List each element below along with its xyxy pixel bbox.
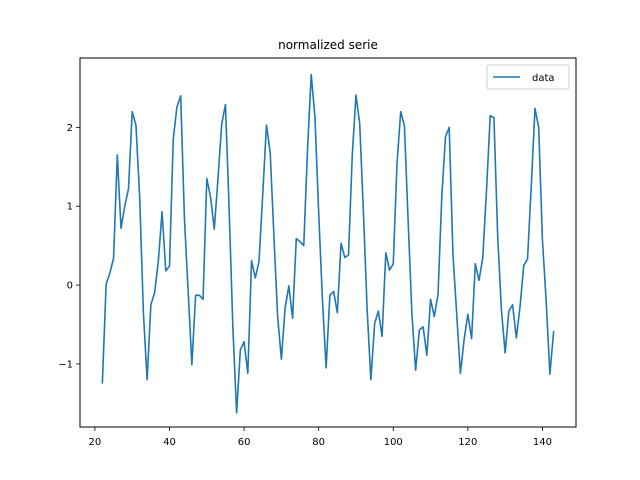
x-tick-label: 80 [312,437,325,448]
x-tick-label: 140 [533,437,552,448]
legend: data [486,64,570,90]
x-tick-label: 120 [458,437,477,448]
y-tick-label: −1 [58,359,73,370]
y-tick-label: 0 [67,281,73,292]
x-tick-label: 40 [163,437,176,448]
series-line-data [101,73,555,414]
legend-label-data: data [532,73,555,84]
x-tick-label: 60 [238,437,251,448]
legend-box [486,64,570,90]
x-tick-label: 20 [89,437,102,448]
x-tick-label: 100 [384,437,403,448]
axes-frame [79,57,577,428]
y-tick-label: 2 [67,123,73,134]
plot-area [101,73,555,414]
y-tick-label: 1 [67,202,73,213]
chart-title: normalized serie [278,38,378,52]
